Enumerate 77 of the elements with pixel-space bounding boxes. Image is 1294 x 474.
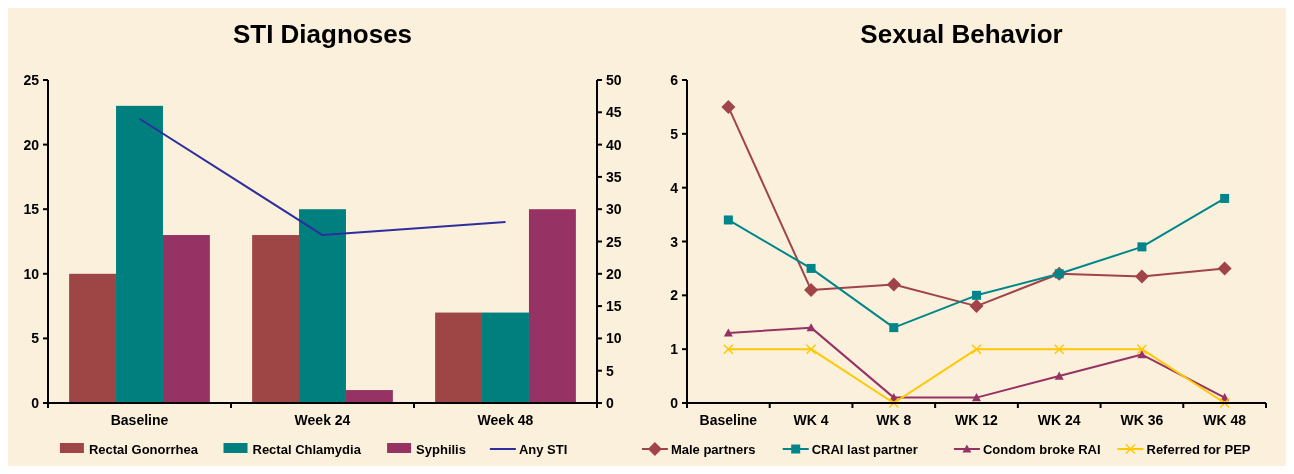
point (888, 397, 900, 409)
point (804, 282, 819, 297)
point (969, 299, 984, 314)
point (1217, 261, 1232, 276)
y2-tick-label: 10 (606, 330, 622, 347)
x-tick-label: Baseline (110, 412, 169, 428)
point (806, 263, 816, 273)
bar (299, 209, 346, 403)
y-tick-label: 25 (23, 72, 40, 88)
y-tick-label: 10 (23, 265, 40, 282)
legend-label: Referred for PEP (1146, 442, 1251, 457)
point (972, 290, 981, 300)
legend-label: Rectal Gonorrhea (88, 442, 199, 457)
point (1137, 350, 1147, 359)
point (1054, 371, 1064, 380)
x-tick-label: Week 24 (294, 412, 351, 428)
bar (116, 105, 163, 403)
y-tick-label: 0 (670, 395, 679, 411)
y-tick-label: 2 (670, 287, 679, 304)
point (971, 343, 982, 355)
bar (162, 235, 210, 403)
bar (435, 312, 483, 403)
legend-label: Male partners (670, 442, 756, 457)
bar (482, 312, 529, 403)
x-tick-label: WK 8 (876, 412, 912, 428)
x-tick-label: Baseline (699, 412, 758, 428)
bar (252, 235, 300, 403)
y2-tick-label: 0 (606, 395, 614, 411)
bar (345, 390, 393, 403)
y2-tick-label: 30 (606, 201, 622, 218)
y2-tick-label: 40 (606, 136, 622, 153)
x-tick-label: WK 12 (955, 412, 999, 428)
point (1053, 343, 1065, 355)
point (1220, 193, 1230, 203)
legend-label: Rectal Chlamydia (252, 442, 362, 457)
legend-label: Syphilis (416, 442, 466, 457)
point (972, 393, 981, 402)
y-tick-label: 6 (670, 72, 679, 88)
x-tick-label: Week 48 (477, 412, 534, 428)
bar (69, 273, 117, 403)
point (886, 277, 901, 292)
bar (528, 209, 576, 403)
chart-title: Sexual Behavior (860, 19, 1063, 49)
y-tick-label: 5 (670, 125, 679, 142)
x-tick-label: WK 36 (1120, 412, 1164, 428)
legend-label: Condom broke RAI (982, 442, 1101, 457)
point (723, 343, 734, 355)
y2-tick-label: 15 (606, 298, 622, 315)
point (1219, 397, 1230, 409)
y-tick-label: 3 (670, 233, 679, 250)
y-tick-label: 1 (670, 341, 679, 358)
x-tick-label: WK 48 (1203, 412, 1247, 428)
y2-tick-label: 35 (606, 168, 622, 185)
y2-tick-label: 45 (606, 104, 622, 121)
y2-tick-label: 25 (606, 233, 622, 250)
legend-label: Any STI (518, 442, 568, 457)
y-tick-label: 5 (31, 330, 40, 347)
legend-label: CRAI last partner (811, 442, 918, 457)
point (723, 215, 733, 225)
point (721, 99, 736, 114)
y2-tick-label: 20 (606, 265, 622, 282)
y-tick-label: 0 (31, 395, 40, 411)
y2-tick-label: 50 (606, 72, 622, 88)
point (1136, 343, 1148, 355)
y2-tick-label: 5 (606, 362, 614, 379)
y-tick-label: 4 (670, 179, 679, 196)
point (723, 328, 733, 337)
y-tick-label: 15 (23, 201, 40, 218)
x-tick-label: WK 4 (793, 412, 829, 428)
point (889, 323, 899, 333)
x-tick-label: WK 24 (1037, 412, 1081, 428)
point (806, 323, 816, 332)
point (1134, 269, 1149, 284)
point (1137, 242, 1147, 252)
y-tick-label: 20 (23, 136, 40, 153)
chart-title: STI Diagnoses (232, 19, 413, 49)
point (805, 343, 817, 355)
